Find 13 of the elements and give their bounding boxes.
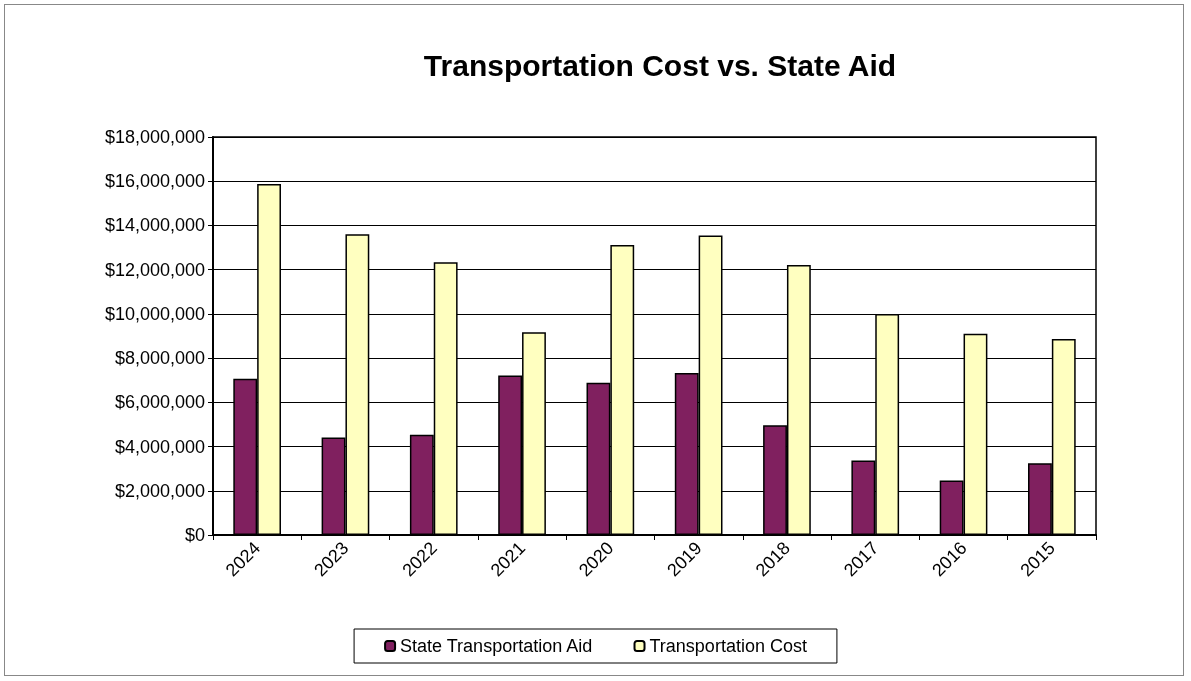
y-tick-label: $16,000,000 [104, 171, 205, 192]
y-tick-label: $14,000,000 [104, 215, 205, 236]
y-tick-label: $18,000,000 [104, 127, 205, 147]
legend-label: State Transportation Aid [400, 636, 593, 656]
y-tick-label: $12,000,000 [104, 259, 205, 280]
y-tick-label: $8,000,000 [114, 348, 205, 369]
legend-label: Transportation Cost [649, 636, 807, 656]
y-tick-label: $4,000,000 [114, 436, 205, 457]
y-tick-label: $6,000,000 [114, 392, 205, 413]
chart-title: Transportation Cost vs. State Aid [423, 48, 897, 82]
y-tick-label: $2,000,000 [114, 480, 205, 501]
y-tick-label: $0 [184, 525, 205, 545]
y-tick-label: $10,000,000 [104, 303, 205, 324]
